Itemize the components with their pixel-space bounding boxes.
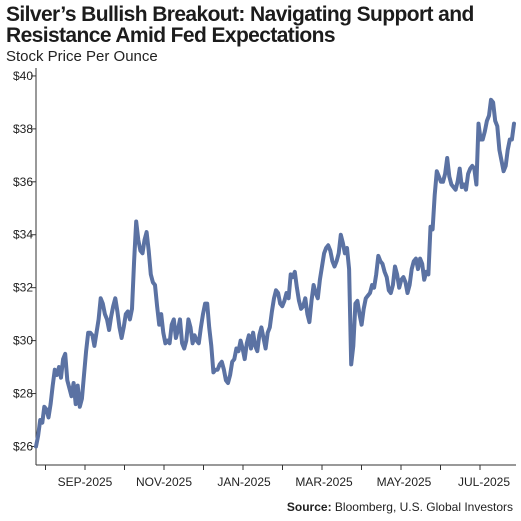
y-tick-label: $28	[13, 387, 33, 401]
y-tick-label: $34	[13, 228, 33, 242]
x-tick-label: JUL-2025	[458, 475, 510, 489]
y-axis: $26 $28 $30 $32 $34 $36 $38 $40	[13, 68, 37, 465]
y-tick-label: $36	[13, 175, 33, 189]
x-tick-label: MAY-2025	[377, 475, 432, 489]
y-tick-label: $30	[13, 334, 33, 348]
x-tick-label: JAN-2025	[217, 475, 271, 489]
series-line-silver	[34, 97, 516, 449]
y-tick-label: $38	[13, 122, 33, 136]
chart-title: Silver’s Bullish Breakout: Navigating Su…	[6, 3, 474, 47]
source-note: Source: Bloomberg, U.S. Global Investors	[287, 500, 513, 514]
source-text: Bloomberg, U.S. Global Investors	[334, 500, 513, 514]
y-tick-label: $40	[13, 69, 33, 83]
source-label: Source:	[286, 500, 332, 514]
x-axis: SEP-2025 NOV-2025 JAN-2025 MAR-2025 MAY-2025…	[36, 464, 516, 489]
chart-subtitle: Stock Price Per Ounce	[6, 48, 158, 65]
x-tick-label: NOV-2025	[136, 475, 192, 489]
y-tick-label: $26	[13, 439, 33, 453]
x-tick-label: SEP-2025	[58, 475, 113, 489]
x-tick-label: MAR-2025	[295, 475, 353, 489]
y-tick-label: $32	[13, 281, 33, 295]
